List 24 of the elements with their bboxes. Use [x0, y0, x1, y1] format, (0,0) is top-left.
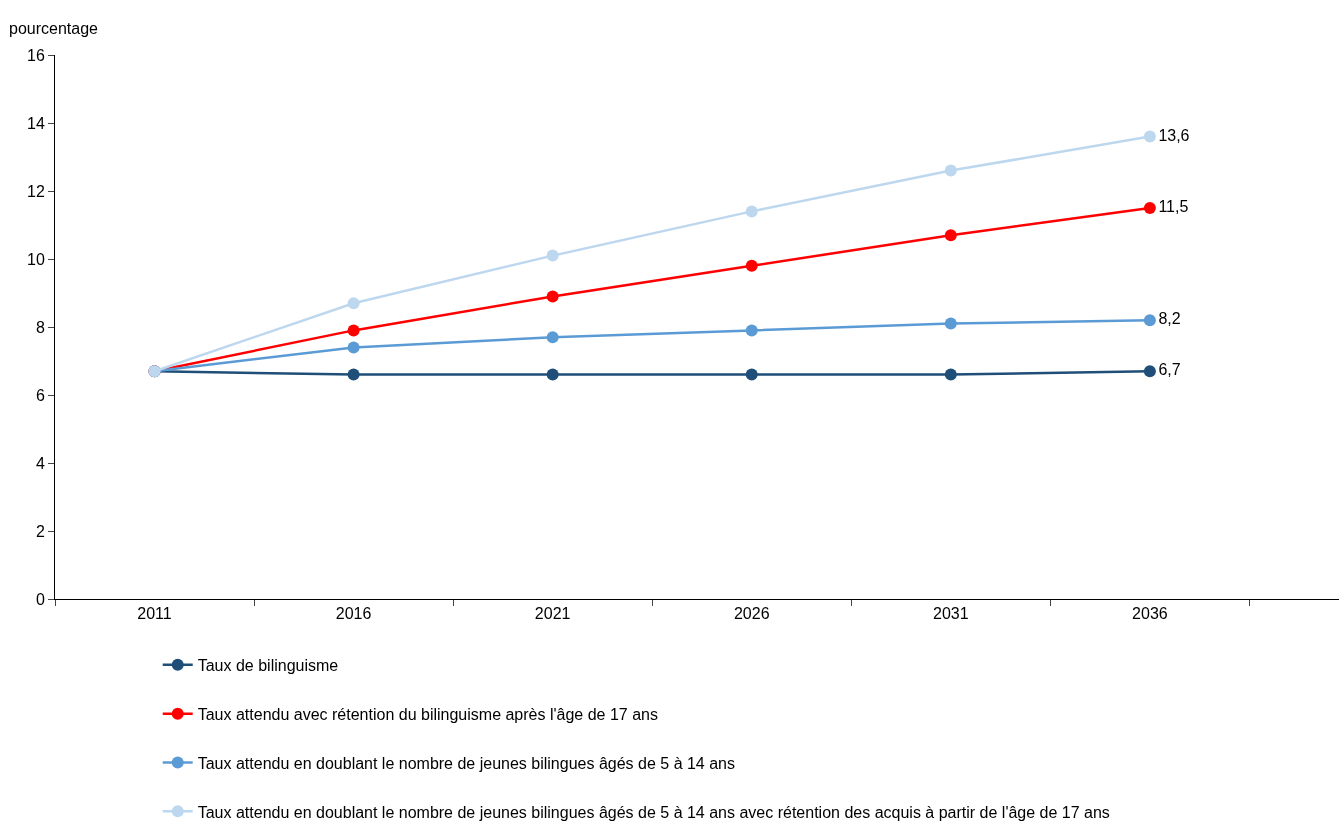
- data-label: 11,5: [1158, 198, 1189, 215]
- x-tick-label: 2016: [335, 605, 372, 623]
- y-tick-label: 6: [35, 386, 45, 404]
- y-tick-label: 10: [27, 250, 45, 268]
- legend-label: Taux de bilinguisme: [197, 657, 339, 675]
- data-label: 13,6: [1158, 126, 1190, 144]
- y-tick-label: 2: [35, 522, 45, 540]
- x-tick-label: 2011: [137, 605, 172, 623]
- y-tick-label: 8: [35, 318, 45, 336]
- y-tick-label: 12: [27, 182, 45, 200]
- y-tick-label: 16: [27, 46, 45, 64]
- y-tick-label: 0: [35, 590, 45, 608]
- x-tick-label: 2036: [1132, 605, 1168, 623]
- y-tick-label: 14: [27, 114, 45, 132]
- y-axis-title: pourcentage: [9, 20, 99, 37]
- y-tick-label: 4: [35, 454, 45, 472]
- x-tick-label: 2026: [733, 605, 770, 623]
- legend-label: Taux attendu en doublant le nombre de jeunes bilingues âgés de 5 à 14 ans avec rétention des acquis à partir de l'âge de 17 ans: [197, 803, 1110, 821]
- data-label: 6,7: [1158, 361, 1181, 379]
- data-label: 8,2: [1158, 310, 1181, 328]
- x-tick-label: 2021: [534, 605, 571, 623]
- legend-label: Taux attendu en doublant le nombre de jeunes bilingues âgés de 5 à 14 ans: [197, 754, 736, 772]
- legend-label: Taux attendu avec rétention du bilinguisme après l'âge de 17 ans: [197, 705, 658, 723]
- x-tick-label: 2031: [933, 605, 969, 623]
